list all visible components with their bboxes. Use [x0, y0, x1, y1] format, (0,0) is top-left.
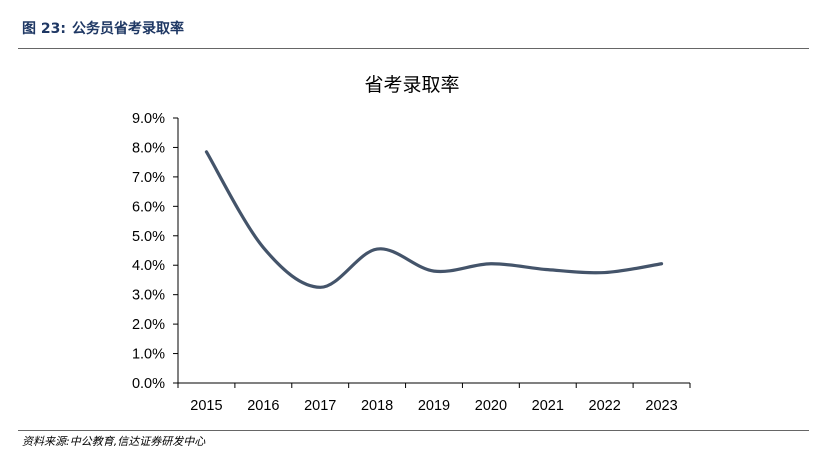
y-tick-label: 0.0% [132, 376, 165, 392]
bottom-divider [18, 430, 809, 431]
figure-header: 图 23: 公务员省考录取率 [22, 18, 184, 38]
y-tick-label: 3.0% [132, 288, 165, 304]
x-tick-label: 2021 [532, 398, 564, 414]
x-tick-label: 2019 [418, 398, 450, 414]
figure-caption: 公务员省考录取率 [71, 21, 184, 37]
figure-number: 图 23: [22, 21, 66, 37]
x-tick-label: 2022 [589, 398, 621, 414]
x-tick-label: 2017 [304, 398, 336, 414]
y-tick-label: 1.0% [132, 347, 165, 363]
series-line [204, 150, 664, 289]
series-group [204, 150, 664, 289]
x-tick-label: 2015 [190, 398, 222, 414]
y-tick-label: 8.0% [132, 140, 165, 156]
x-tick-label: 2023 [645, 398, 677, 414]
y-axis-ticks: 0.0% 1.0% 2.0% 3.0% 4.0% 5.0% 6.0% 7.0% 8.0% 9.0% [132, 111, 178, 392]
y-tick-label: 7.0% [132, 170, 165, 186]
x-tick-label: 2016 [247, 398, 279, 414]
line-chart: 省考录取率 0.0% 1.0% 2.0% 3.0% 4.0% 5.0% 6.0% 7.0% 8.… [132, 74, 691, 414]
x-axis-ticks: 2015 2016 2017 2018 2019 2020 2021 2022 2023 [177, 383, 691, 414]
y-tick-label: 4.0% [132, 258, 165, 274]
y-tick-label: 2.0% [132, 317, 165, 333]
chart-title: 省考录取率 [364, 74, 459, 96]
y-tick-label: 5.0% [132, 229, 165, 245]
x-tick-label: 2020 [475, 398, 507, 414]
x-tick-label: 2018 [361, 398, 393, 414]
top-divider [18, 48, 809, 49]
y-tick-label: 6.0% [132, 199, 165, 215]
source-note: 资料来源:中公教育,信达证券研发中心 [22, 435, 206, 448]
chart-axes [177, 118, 690, 384]
y-tick-label: 9.0% [132, 111, 165, 127]
